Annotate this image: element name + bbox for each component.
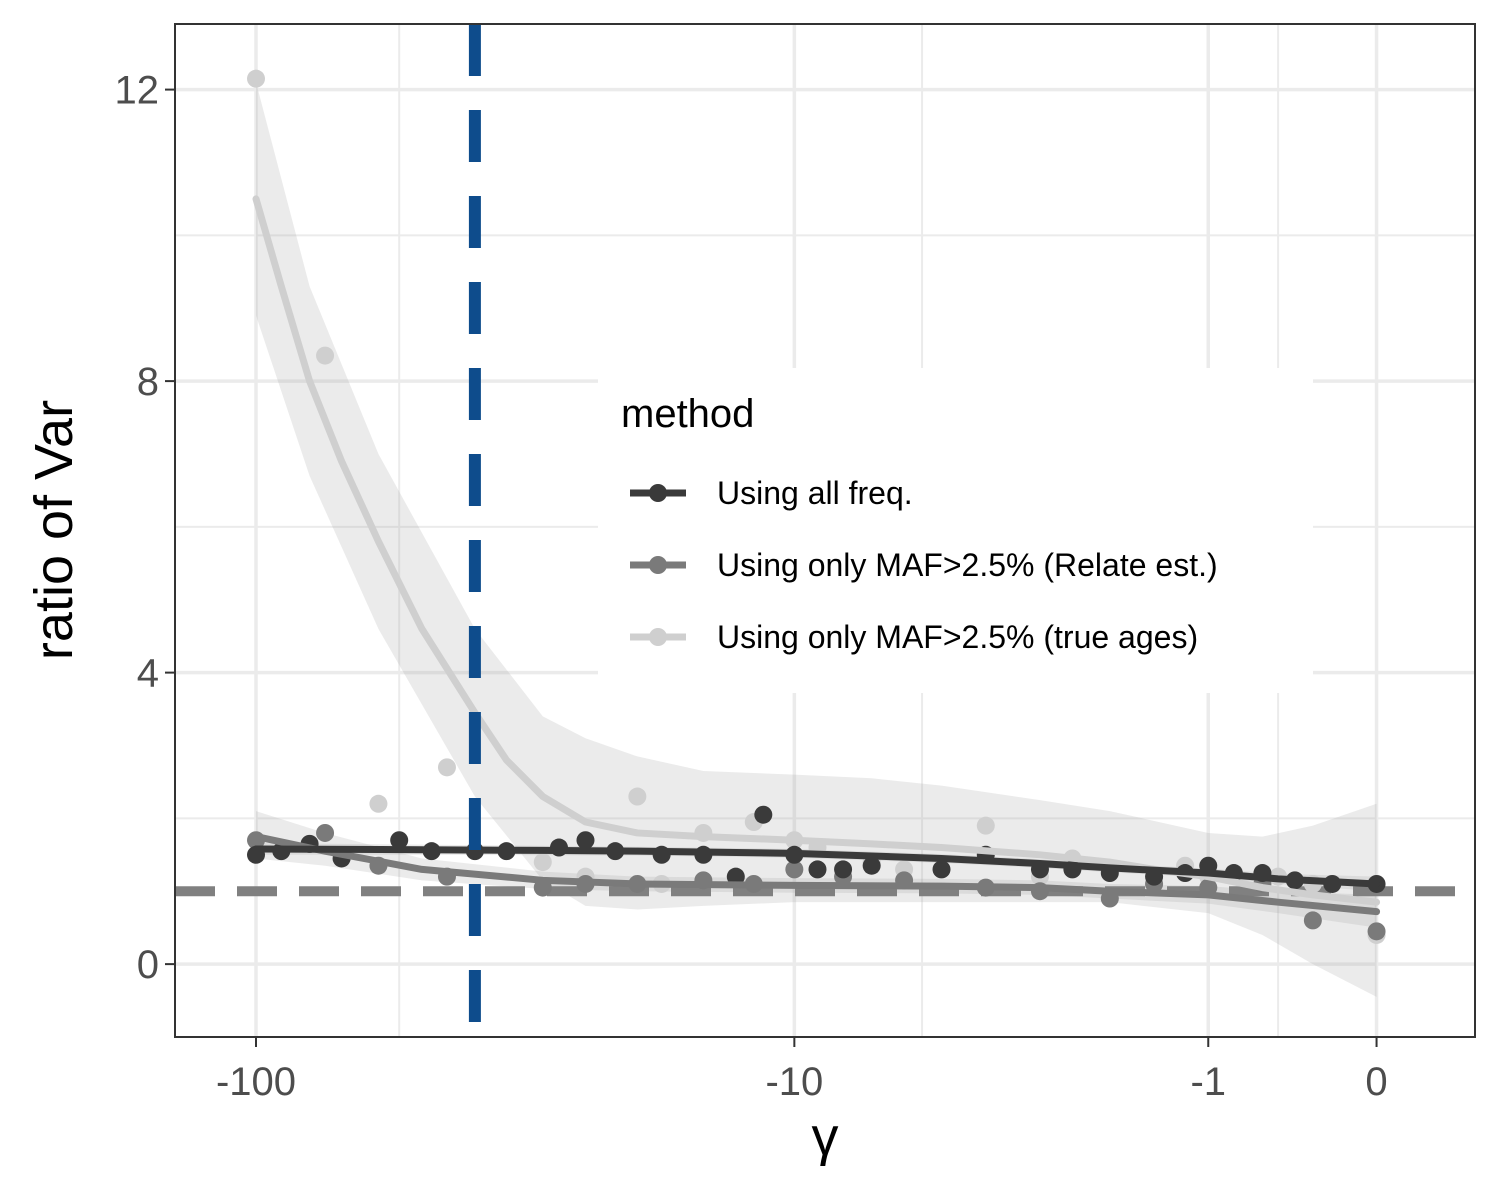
data-point	[316, 346, 335, 365]
data-point	[976, 816, 995, 835]
data-point	[785, 860, 804, 879]
y-tick-label: 4	[137, 652, 159, 696]
data-point	[390, 831, 409, 850]
legend-key-point	[649, 556, 667, 574]
y-tick-label: 8	[137, 360, 159, 404]
data-point	[247, 69, 266, 88]
legend: method Using all freq. Using only MAF>2.5…	[598, 368, 1313, 693]
data-point	[437, 758, 456, 777]
legend-background	[598, 368, 1313, 693]
y-tick-label: 12	[115, 69, 160, 113]
legend-title: method	[621, 392, 754, 436]
data-point	[1303, 911, 1322, 930]
y-axis-title: ratio of Var	[24, 400, 84, 660]
legend-items: Using all freq. Using only MAF>2.5% (Rela…	[630, 475, 1218, 655]
legend-label: Using only MAF>2.5% (true ages)	[717, 619, 1198, 655]
x-tick-label: -1	[1190, 1060, 1226, 1104]
x-axis-title: γ	[812, 1107, 839, 1167]
data-point	[754, 805, 773, 824]
legend-label: Using only MAF>2.5% (Relate est.)	[717, 547, 1218, 583]
data-point	[628, 787, 647, 806]
data-point	[932, 860, 951, 879]
confidence-band	[256, 843, 1377, 892]
data-point	[1367, 922, 1386, 941]
fit-lines	[252, 195, 1381, 916]
fit-line	[252, 845, 1381, 888]
panel-border	[174, 23, 1476, 1038]
confidence-band	[256, 82, 1377, 997]
legend-key-point	[649, 484, 667, 502]
data-point	[576, 831, 595, 850]
data-point	[726, 867, 745, 886]
x-tick-label: -100	[216, 1060, 296, 1104]
data-point	[808, 860, 827, 879]
confidence-band	[256, 811, 1377, 928]
data-point	[862, 856, 881, 875]
major-gridlines	[175, 24, 1475, 1037]
fit-line	[252, 833, 1381, 916]
data-point	[369, 794, 388, 813]
x-tick-label: 0	[1365, 1060, 1387, 1104]
data-point	[316, 823, 335, 842]
legend-key-point	[649, 628, 667, 646]
confidence-bands	[256, 82, 1377, 997]
y-tick-label: 0	[137, 943, 159, 987]
x-tick-label: -10	[765, 1060, 823, 1104]
legend-label: Using all freq.	[717, 475, 913, 511]
data-point	[533, 853, 552, 872]
y-axis: 0 4 8 12	[115, 69, 175, 987]
data-point	[834, 860, 853, 879]
x-axis: -100 -10 -1 0	[216, 1037, 1388, 1104]
